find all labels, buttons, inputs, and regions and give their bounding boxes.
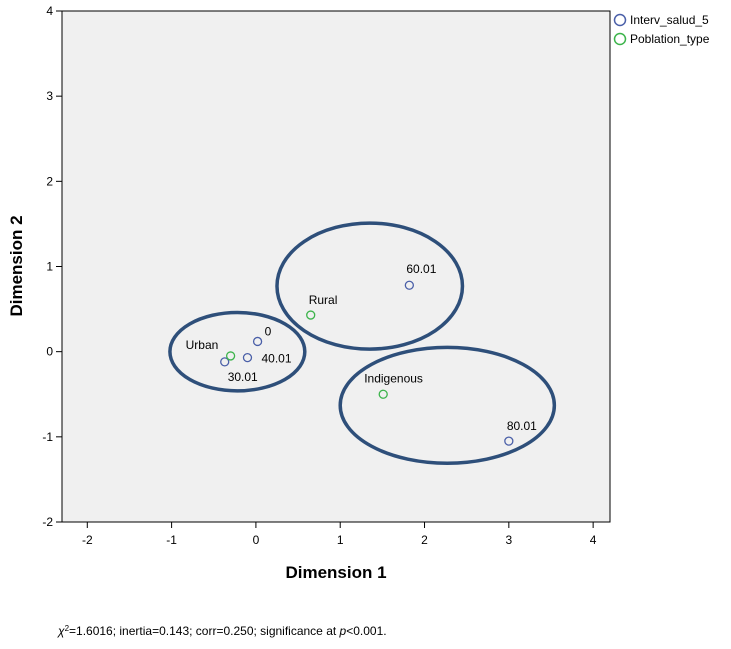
data-point bbox=[504, 436, 514, 446]
y-axis: -2 -1 0 1 2 3 4 bbox=[42, 4, 62, 529]
y-tick-label: 3 bbox=[46, 89, 53, 103]
point-label: 0 bbox=[265, 324, 272, 338]
y-tick-label: 0 bbox=[46, 345, 53, 359]
group-ellipse-1 bbox=[168, 310, 307, 393]
group-ellipses bbox=[168, 221, 557, 465]
data-points bbox=[220, 280, 514, 446]
y-tick-label: -2 bbox=[42, 515, 53, 529]
y-tick-label: 2 bbox=[46, 174, 53, 188]
point-label: 30.01 bbox=[228, 370, 258, 384]
data-point bbox=[306, 310, 316, 320]
chi-superscript: 2 bbox=[64, 624, 70, 633]
x-tick-label: 3 bbox=[505, 533, 512, 547]
caption-text-1: =1.6016; inertia=0.143; corr=0.250; sign… bbox=[69, 624, 340, 638]
point-label: 80.01 bbox=[507, 419, 537, 433]
legend-label: Poblation_type bbox=[630, 32, 710, 46]
legend: Interv_salud_5 Poblation_type bbox=[613, 13, 710, 46]
legend-marker bbox=[613, 32, 627, 46]
y-tick-label: 4 bbox=[46, 4, 53, 18]
legend-label: Interv_salud_5 bbox=[630, 13, 709, 27]
x-tick-label: 4 bbox=[590, 533, 597, 547]
statistics-caption: χ2=1.6016; inertia=0.143; corr=0.250; si… bbox=[58, 624, 387, 638]
data-point bbox=[378, 389, 388, 399]
y-tick-label: -1 bbox=[42, 430, 53, 444]
p-symbol: p bbox=[339, 624, 347, 638]
chi-symbol: χ bbox=[58, 624, 65, 638]
point-label: Urban bbox=[186, 338, 219, 352]
group-ellipse-3 bbox=[338, 345, 557, 465]
x-axis: -2 -1 0 1 2 3 4 bbox=[82, 522, 597, 547]
point-label: 60.01 bbox=[406, 262, 436, 276]
point-label: Rural bbox=[309, 293, 338, 307]
x-tick-label: -1 bbox=[166, 533, 177, 547]
x-tick-label: 0 bbox=[253, 533, 260, 547]
plot-area bbox=[61, 10, 611, 523]
data-point bbox=[252, 336, 263, 347]
y-tick-label: 1 bbox=[46, 260, 53, 274]
data-point bbox=[404, 280, 414, 290]
legend-marker bbox=[613, 13, 627, 27]
data-point bbox=[220, 357, 230, 367]
y-axis-title: Dimension 2 bbox=[7, 215, 26, 316]
x-axis-title: Dimension 1 bbox=[285, 563, 386, 582]
x-tick-label: -2 bbox=[82, 533, 93, 547]
caption-text-2: <0.001. bbox=[346, 624, 387, 638]
point-label: Indigenous bbox=[364, 371, 423, 385]
point-label: 40.01 bbox=[261, 352, 291, 366]
group-ellipse-2 bbox=[275, 221, 465, 351]
x-tick-label: 1 bbox=[337, 533, 344, 547]
x-tick-label: 2 bbox=[421, 533, 428, 547]
data-point bbox=[242, 352, 253, 363]
data-point bbox=[225, 351, 236, 361]
